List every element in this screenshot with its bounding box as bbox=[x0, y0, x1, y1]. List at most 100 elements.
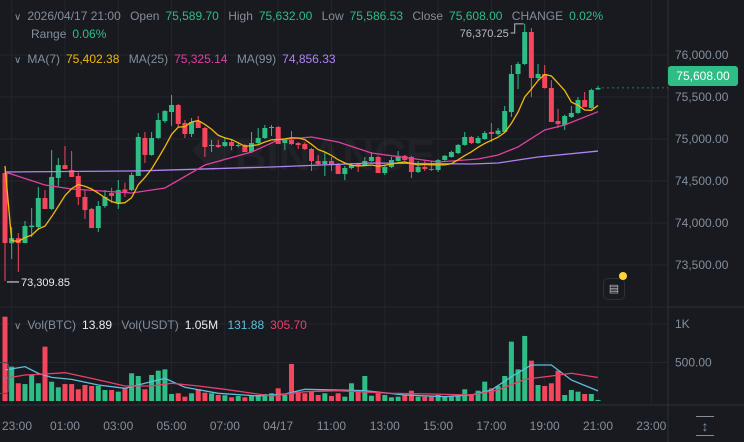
candle-body[interactable] bbox=[242, 144, 248, 153]
candle-body[interactable] bbox=[282, 140, 288, 144]
candle-body[interactable] bbox=[142, 137, 148, 155]
candle-body[interactable] bbox=[515, 63, 521, 74]
candle-body[interactable] bbox=[175, 104, 181, 124]
candle-body[interactable] bbox=[568, 112, 574, 117]
chevron-down-icon[interactable]: ∨ bbox=[14, 321, 22, 332]
candle-body[interactable] bbox=[195, 121, 201, 128]
candle-body[interactable] bbox=[269, 126, 275, 128]
candle-body[interactable] bbox=[262, 127, 268, 138]
candle-body[interactable] bbox=[375, 156, 381, 174]
volume-bar bbox=[49, 381, 55, 401]
chevron-right-icon[interactable]: › bbox=[0, 362, 9, 394]
candle-body[interactable] bbox=[89, 208, 95, 229]
candle-body[interactable] bbox=[169, 104, 175, 113]
candle-body[interactable] bbox=[508, 73, 514, 113]
candle-body[interactable] bbox=[542, 73, 548, 89]
volume-bar bbox=[395, 396, 401, 401]
candle-body[interactable] bbox=[182, 122, 188, 134]
candle-body[interactable] bbox=[289, 140, 295, 145]
candle-body[interactable] bbox=[428, 168, 434, 170]
news-icon[interactable]: ▤ bbox=[603, 278, 625, 300]
candle-body[interactable] bbox=[555, 121, 561, 124]
candle-body[interactable] bbox=[35, 197, 41, 228]
candle-body[interactable] bbox=[355, 164, 361, 166]
candle-body[interactable] bbox=[502, 111, 508, 133]
candle-body[interactable] bbox=[415, 166, 421, 173]
volume-bar bbox=[328, 395, 334, 401]
candle-body[interactable] bbox=[75, 175, 81, 197]
candle-body[interactable] bbox=[275, 126, 281, 145]
candle-body[interactable] bbox=[535, 73, 541, 79]
candle-body[interactable] bbox=[455, 144, 461, 154]
time-tick-label: 11:00 bbox=[317, 419, 346, 433]
candle-body[interactable] bbox=[368, 156, 374, 162]
price-tick-label: 74,500.00 bbox=[675, 174, 729, 188]
volume-bar bbox=[308, 391, 314, 401]
candle-body[interactable] bbox=[149, 137, 155, 155]
candle-body[interactable] bbox=[422, 166, 428, 169]
candle-body[interactable] bbox=[468, 136, 474, 144]
candle-body[interactable] bbox=[315, 161, 321, 165]
candle-body[interactable] bbox=[442, 155, 448, 160]
candle-body[interactable] bbox=[595, 87, 601, 90]
chevron-down-icon[interactable]: ∨ bbox=[14, 55, 22, 66]
candle-body[interactable] bbox=[528, 31, 534, 79]
candle-body[interactable] bbox=[255, 137, 261, 144]
candle-body[interactable] bbox=[548, 88, 554, 123]
candle-body[interactable] bbox=[382, 166, 388, 174]
candle-body[interactable] bbox=[22, 226, 28, 243]
volume-bar bbox=[22, 384, 28, 401]
candle-body[interactable] bbox=[235, 144, 241, 146]
candle-body[interactable] bbox=[2, 173, 8, 243]
candle-body[interactable] bbox=[49, 176, 55, 209]
candle-body[interactable] bbox=[209, 144, 215, 146]
candle-body[interactable] bbox=[342, 167, 348, 175]
candle-body[interactable] bbox=[462, 136, 468, 145]
candle-body[interactable] bbox=[582, 100, 588, 108]
candle-body[interactable] bbox=[588, 90, 594, 109]
candle-body[interactable] bbox=[222, 142, 228, 146]
candle-body[interactable] bbox=[29, 225, 35, 228]
candle-body[interactable] bbox=[122, 189, 128, 192]
candle-body[interactable] bbox=[395, 155, 401, 162]
candle-body[interactable] bbox=[322, 161, 328, 165]
candle-body[interactable] bbox=[448, 152, 454, 157]
candle-body[interactable] bbox=[69, 170, 75, 177]
candle-body[interactable] bbox=[229, 142, 235, 146]
candle-body[interactable] bbox=[109, 193, 115, 196]
candle-body[interactable] bbox=[62, 165, 68, 169]
candle-body[interactable] bbox=[522, 31, 528, 64]
candle-body[interactable] bbox=[215, 144, 221, 147]
chevron-down-icon[interactable]: ∨ bbox=[14, 12, 22, 23]
candle-body[interactable] bbox=[102, 196, 108, 207]
candle-body[interactable] bbox=[162, 111, 168, 122]
candle-body[interactable] bbox=[155, 120, 161, 138]
candle-body[interactable] bbox=[302, 144, 308, 149]
candle-body[interactable] bbox=[328, 161, 334, 165]
candle-body[interactable] bbox=[348, 165, 354, 168]
candle-body[interactable] bbox=[42, 197, 48, 209]
candle-body[interactable] bbox=[115, 189, 121, 204]
candle-body[interactable] bbox=[189, 122, 195, 134]
candle-body[interactable] bbox=[295, 143, 301, 146]
candle-body[interactable] bbox=[95, 206, 101, 229]
candle-body[interactable] bbox=[15, 238, 21, 244]
candle-body[interactable] bbox=[202, 127, 208, 147]
candle-body[interactable] bbox=[135, 136, 141, 176]
volume-bar bbox=[9, 366, 15, 401]
vertical-resize-icon[interactable]: ↕ bbox=[696, 416, 714, 436]
candle-body[interactable] bbox=[408, 156, 414, 173]
candle-body[interactable] bbox=[82, 196, 88, 210]
candle-body[interactable] bbox=[249, 143, 255, 153]
candle-body[interactable] bbox=[308, 148, 314, 162]
price-tick-label: 75,000.00 bbox=[675, 132, 729, 146]
candle-body[interactable] bbox=[475, 137, 481, 144]
candle-body[interactable] bbox=[129, 175, 135, 190]
candle-body[interactable] bbox=[575, 100, 581, 113]
candle-body[interactable] bbox=[335, 164, 341, 175]
candle-body[interactable] bbox=[482, 133, 488, 139]
candle-body[interactable] bbox=[495, 130, 501, 134]
candle-body[interactable] bbox=[562, 115, 568, 125]
candle-body[interactable] bbox=[488, 132, 494, 134]
